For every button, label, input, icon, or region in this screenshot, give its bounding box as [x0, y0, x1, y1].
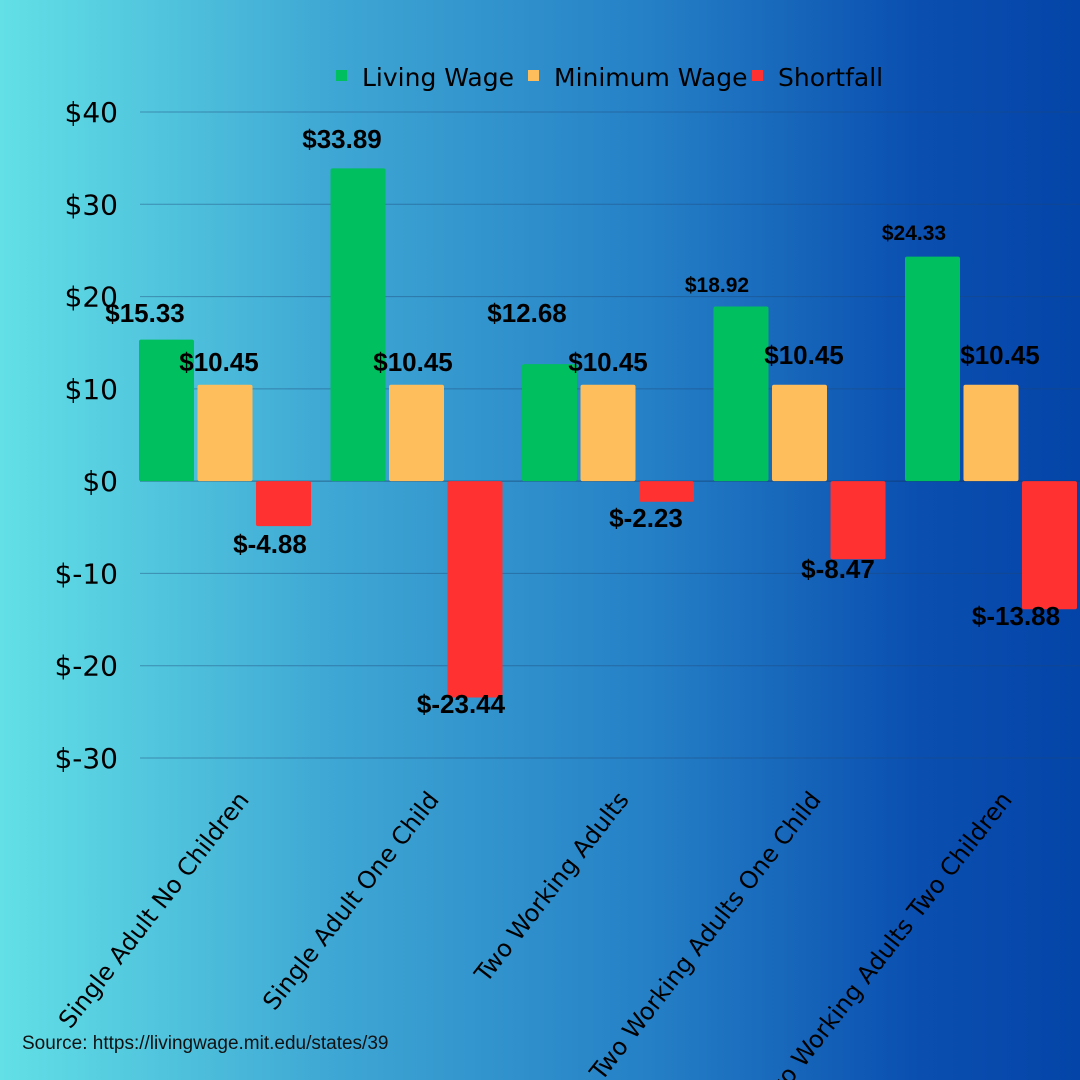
data-label: $-2.23	[609, 503, 683, 533]
y-tick-label: $-10	[54, 557, 118, 590]
data-label: $-23.44	[417, 689, 506, 719]
y-tick-label: $20	[65, 281, 118, 314]
shortfall-bar	[830, 481, 886, 560]
minimum-wage-bar	[197, 384, 253, 482]
legend-swatch	[752, 70, 763, 81]
data-label: $10.45	[179, 347, 259, 377]
living-wage-bar	[139, 339, 194, 482]
living-wage-bar	[330, 168, 386, 482]
minimum-wage-bar	[772, 384, 827, 482]
category-label: Two Working Adults	[468, 786, 634, 988]
data-label: $10.45	[960, 340, 1040, 370]
y-tick-label: $10	[65, 373, 118, 406]
data-label: $18.92	[685, 274, 749, 297]
legend-swatch	[528, 70, 539, 81]
shortfall-bar	[447, 481, 503, 698]
data-label: $10.45	[764, 340, 844, 370]
category-label: Two Working Adults One Child	[584, 786, 827, 1080]
y-tick-label: $-20	[54, 650, 118, 683]
minimum-wage-bar	[963, 384, 1019, 482]
y-tick-label: $40	[65, 96, 118, 129]
minimum-wage-bar	[580, 384, 636, 482]
data-label: $12.68	[487, 298, 567, 328]
living-wage-bar	[905, 256, 960, 482]
data-label: $24.33	[882, 222, 946, 245]
shortfall-bar	[639, 481, 694, 502]
minimum-wage-bar	[389, 384, 444, 482]
living-wage-bar	[522, 364, 577, 482]
living-wage-bar	[713, 306, 769, 482]
legend-label: Living Wage	[362, 63, 514, 92]
legend-swatch	[336, 70, 347, 81]
data-label: $-8.47	[801, 554, 875, 584]
category-label: Single Adult No Children	[53, 786, 255, 1033]
data-label: $15.33	[105, 298, 185, 328]
y-tick-label: $0	[82, 465, 118, 498]
y-tick-label: $30	[65, 188, 118, 221]
legend-label: Minimum Wage	[554, 63, 748, 92]
data-label: $-13.88	[972, 601, 1060, 631]
data-label: $10.45	[373, 347, 453, 377]
category-label: Single Adult One Child	[257, 786, 444, 1015]
data-label: $10.45	[568, 347, 648, 377]
shortfall-bar	[256, 481, 311, 527]
y-tick-label: $-30	[54, 742, 118, 775]
data-label: $33.89	[302, 124, 382, 154]
shortfall-bar	[1022, 481, 1077, 610]
legend-label: Shortfall	[778, 63, 883, 92]
data-label: $-4.88	[233, 529, 307, 559]
source-note: Source: https://livingwage.mit.edu/state…	[22, 1033, 389, 1054]
